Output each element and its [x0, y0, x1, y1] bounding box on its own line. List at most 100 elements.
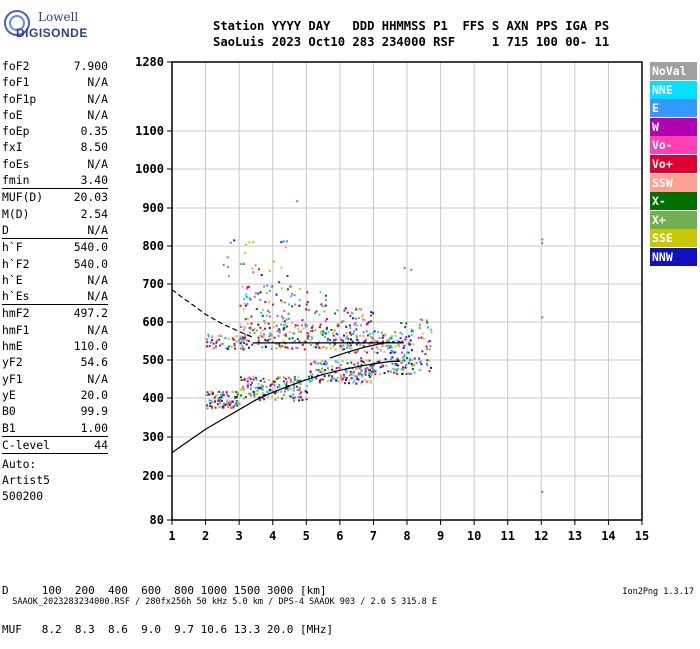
echo-point	[370, 311, 373, 314]
echo-point	[274, 398, 277, 401]
echo-point	[321, 367, 324, 370]
echo-point	[253, 327, 256, 330]
echo-point	[247, 285, 250, 288]
echo-point	[277, 334, 280, 337]
echo-point	[291, 346, 294, 349]
echo-point	[257, 338, 260, 341]
echo-point	[292, 396, 295, 399]
echo-point	[360, 360, 363, 363]
echo-point	[271, 345, 274, 348]
echo-point	[262, 385, 264, 388]
echo-point	[301, 399, 304, 401]
echo-point	[329, 374, 332, 376]
autoscaling-info: Auto: Artist5 500200	[2, 456, 108, 504]
echo-point	[410, 372, 413, 375]
echo-point	[212, 347, 215, 350]
echo-point	[349, 324, 351, 327]
echo-point	[317, 369, 320, 372]
echo-point	[292, 381, 295, 384]
echo-point	[248, 376, 251, 379]
echo-point	[283, 334, 286, 336]
echo-point	[325, 299, 327, 301]
echo-point	[314, 329, 317, 332]
echo-point	[397, 357, 400, 360]
echo-point	[213, 400, 216, 403]
echo-point	[407, 341, 410, 344]
echo-point	[284, 387, 287, 390]
echo-point	[364, 369, 367, 372]
echo-point	[217, 335, 220, 338]
echo-point	[270, 347, 273, 350]
echo-point	[240, 340, 243, 343]
echo-point	[324, 320, 327, 323]
echo-point	[303, 340, 306, 343]
echo-point	[321, 305, 324, 308]
parameter-value: N/A	[87, 289, 108, 304]
echo-point	[233, 404, 236, 407]
echo-point	[232, 338, 235, 341]
echo-point	[355, 328, 358, 331]
echo-point	[230, 406, 233, 409]
echo-point	[341, 377, 344, 380]
echo-point	[288, 303, 290, 306]
echo-point	[345, 342, 348, 345]
parameter-row: h`Es N/A	[2, 288, 108, 304]
echo-point	[356, 339, 359, 342]
echo-point	[257, 340, 260, 343]
echo-point	[205, 394, 208, 397]
echo-point	[410, 330, 413, 333]
echo-point	[207, 333, 210, 336]
echo-point	[318, 313, 321, 316]
echo-point	[266, 284, 269, 287]
echo-point	[227, 275, 230, 278]
echo-point	[263, 398, 266, 401]
echo-point	[231, 400, 234, 403]
echo-point	[355, 308, 358, 311]
echo-point	[336, 376, 339, 379]
echo-point	[383, 372, 386, 374]
echo-point	[343, 334, 345, 337]
echo-point	[415, 362, 418, 365]
x-tick-label: 7	[370, 529, 377, 543]
echo-point	[406, 351, 409, 354]
echo-point	[273, 260, 275, 263]
echo-point	[356, 349, 359, 352]
echo-point	[286, 346, 289, 349]
echo-point	[356, 377, 358, 380]
echo-point	[263, 333, 265, 336]
parameter-name: fxI	[2, 140, 23, 155]
echo-point	[340, 379, 343, 382]
echo-point	[342, 320, 345, 323]
legend-item-w: W	[650, 117, 697, 136]
echo-point	[371, 337, 374, 340]
parameter-row: foEs N/A	[2, 156, 108, 172]
echo-point	[263, 322, 266, 325]
echo-point	[208, 399, 211, 402]
echo-point	[356, 324, 359, 327]
echo-point	[305, 385, 308, 387]
echo-point	[268, 311, 271, 314]
echo-point	[341, 349, 344, 352]
echo-point	[335, 367, 338, 369]
echo-point	[373, 330, 376, 333]
parameter-name: C-level	[2, 437, 51, 452]
echo-point	[293, 399, 295, 402]
echo-point	[333, 377, 336, 380]
echo-point	[303, 378, 306, 381]
echo-point	[390, 344, 392, 347]
echo-point	[329, 339, 331, 342]
echo-point	[257, 343, 260, 345]
echo-point	[364, 373, 367, 376]
echo-point	[324, 336, 326, 339]
echo-point	[283, 394, 285, 397]
echo-point	[220, 405, 223, 408]
echo-point	[360, 363, 363, 366]
echo-point	[345, 377, 348, 380]
echo-point	[229, 401, 232, 404]
echo-point	[411, 368, 414, 370]
echo-point	[403, 359, 406, 362]
echo-point	[248, 392, 250, 395]
echo-point	[276, 377, 279, 380]
echo-point	[278, 385, 281, 388]
echo-point	[421, 350, 424, 353]
